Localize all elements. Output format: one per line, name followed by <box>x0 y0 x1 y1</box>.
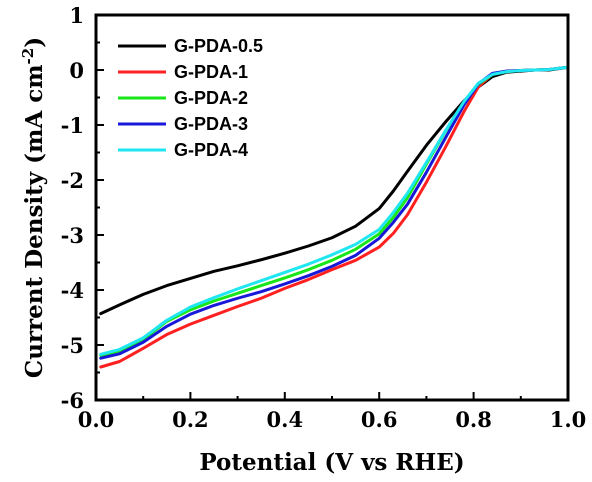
legend-label-1: G-PDA-0.5 <box>174 36 263 56</box>
legend-label-3: G-PDA-2 <box>174 88 248 108</box>
y-axis-label-main: Current Density (mA cm <box>21 64 48 378</box>
y-tick-label: -1 <box>61 113 84 138</box>
series-line-2 <box>99 65 570 369</box>
y-axis-label: Current Density (mA cm-2) <box>19 37 48 378</box>
legend: G-PDA-0.5 G-PDA-1 G-PDA-2 G-PDA-3 G-PDA-4 <box>118 36 263 160</box>
legend-label-2: G-PDA-1 <box>174 62 248 82</box>
x-tick-label: 0.8 <box>455 407 492 432</box>
y-tick-label: 1 <box>69 3 84 28</box>
x-tick-label: 0.0 <box>78 407 115 432</box>
x-tick-label: 0.4 <box>267 407 304 432</box>
series-line-5 <box>99 65 570 356</box>
y-axis-label-superscript: -2 <box>19 48 37 65</box>
x-tick-label: 0.2 <box>172 407 209 432</box>
series-line-1 <box>99 65 570 316</box>
series-layer <box>99 65 570 369</box>
y-tick-label: -2 <box>61 168 84 193</box>
y-axis-label-close: ) <box>21 37 48 48</box>
x-tick-label: 1.0 <box>550 407 587 432</box>
ticks-layer: 0.0 0.2 0.4 0.6 0.8 1.0 1 0 -1 -2 -3 -4 -5 -6 <box>61 3 587 432</box>
y-tick-label: -4 <box>61 278 84 303</box>
series-line-4 <box>99 65 570 360</box>
y-tick-label: -5 <box>61 333 84 358</box>
legend-label-4: G-PDA-3 <box>174 114 248 134</box>
legend-label-5: G-PDA-4 <box>174 140 248 160</box>
y-tick-label: -3 <box>61 223 84 248</box>
x-axis-label: Potential (V vs RHE) <box>199 449 464 476</box>
y-tick-label: 0 <box>69 58 84 83</box>
series-line-3 <box>99 65 570 357</box>
x-tick-label: 0.6 <box>361 407 398 432</box>
y-tick-label: -6 <box>61 388 84 413</box>
